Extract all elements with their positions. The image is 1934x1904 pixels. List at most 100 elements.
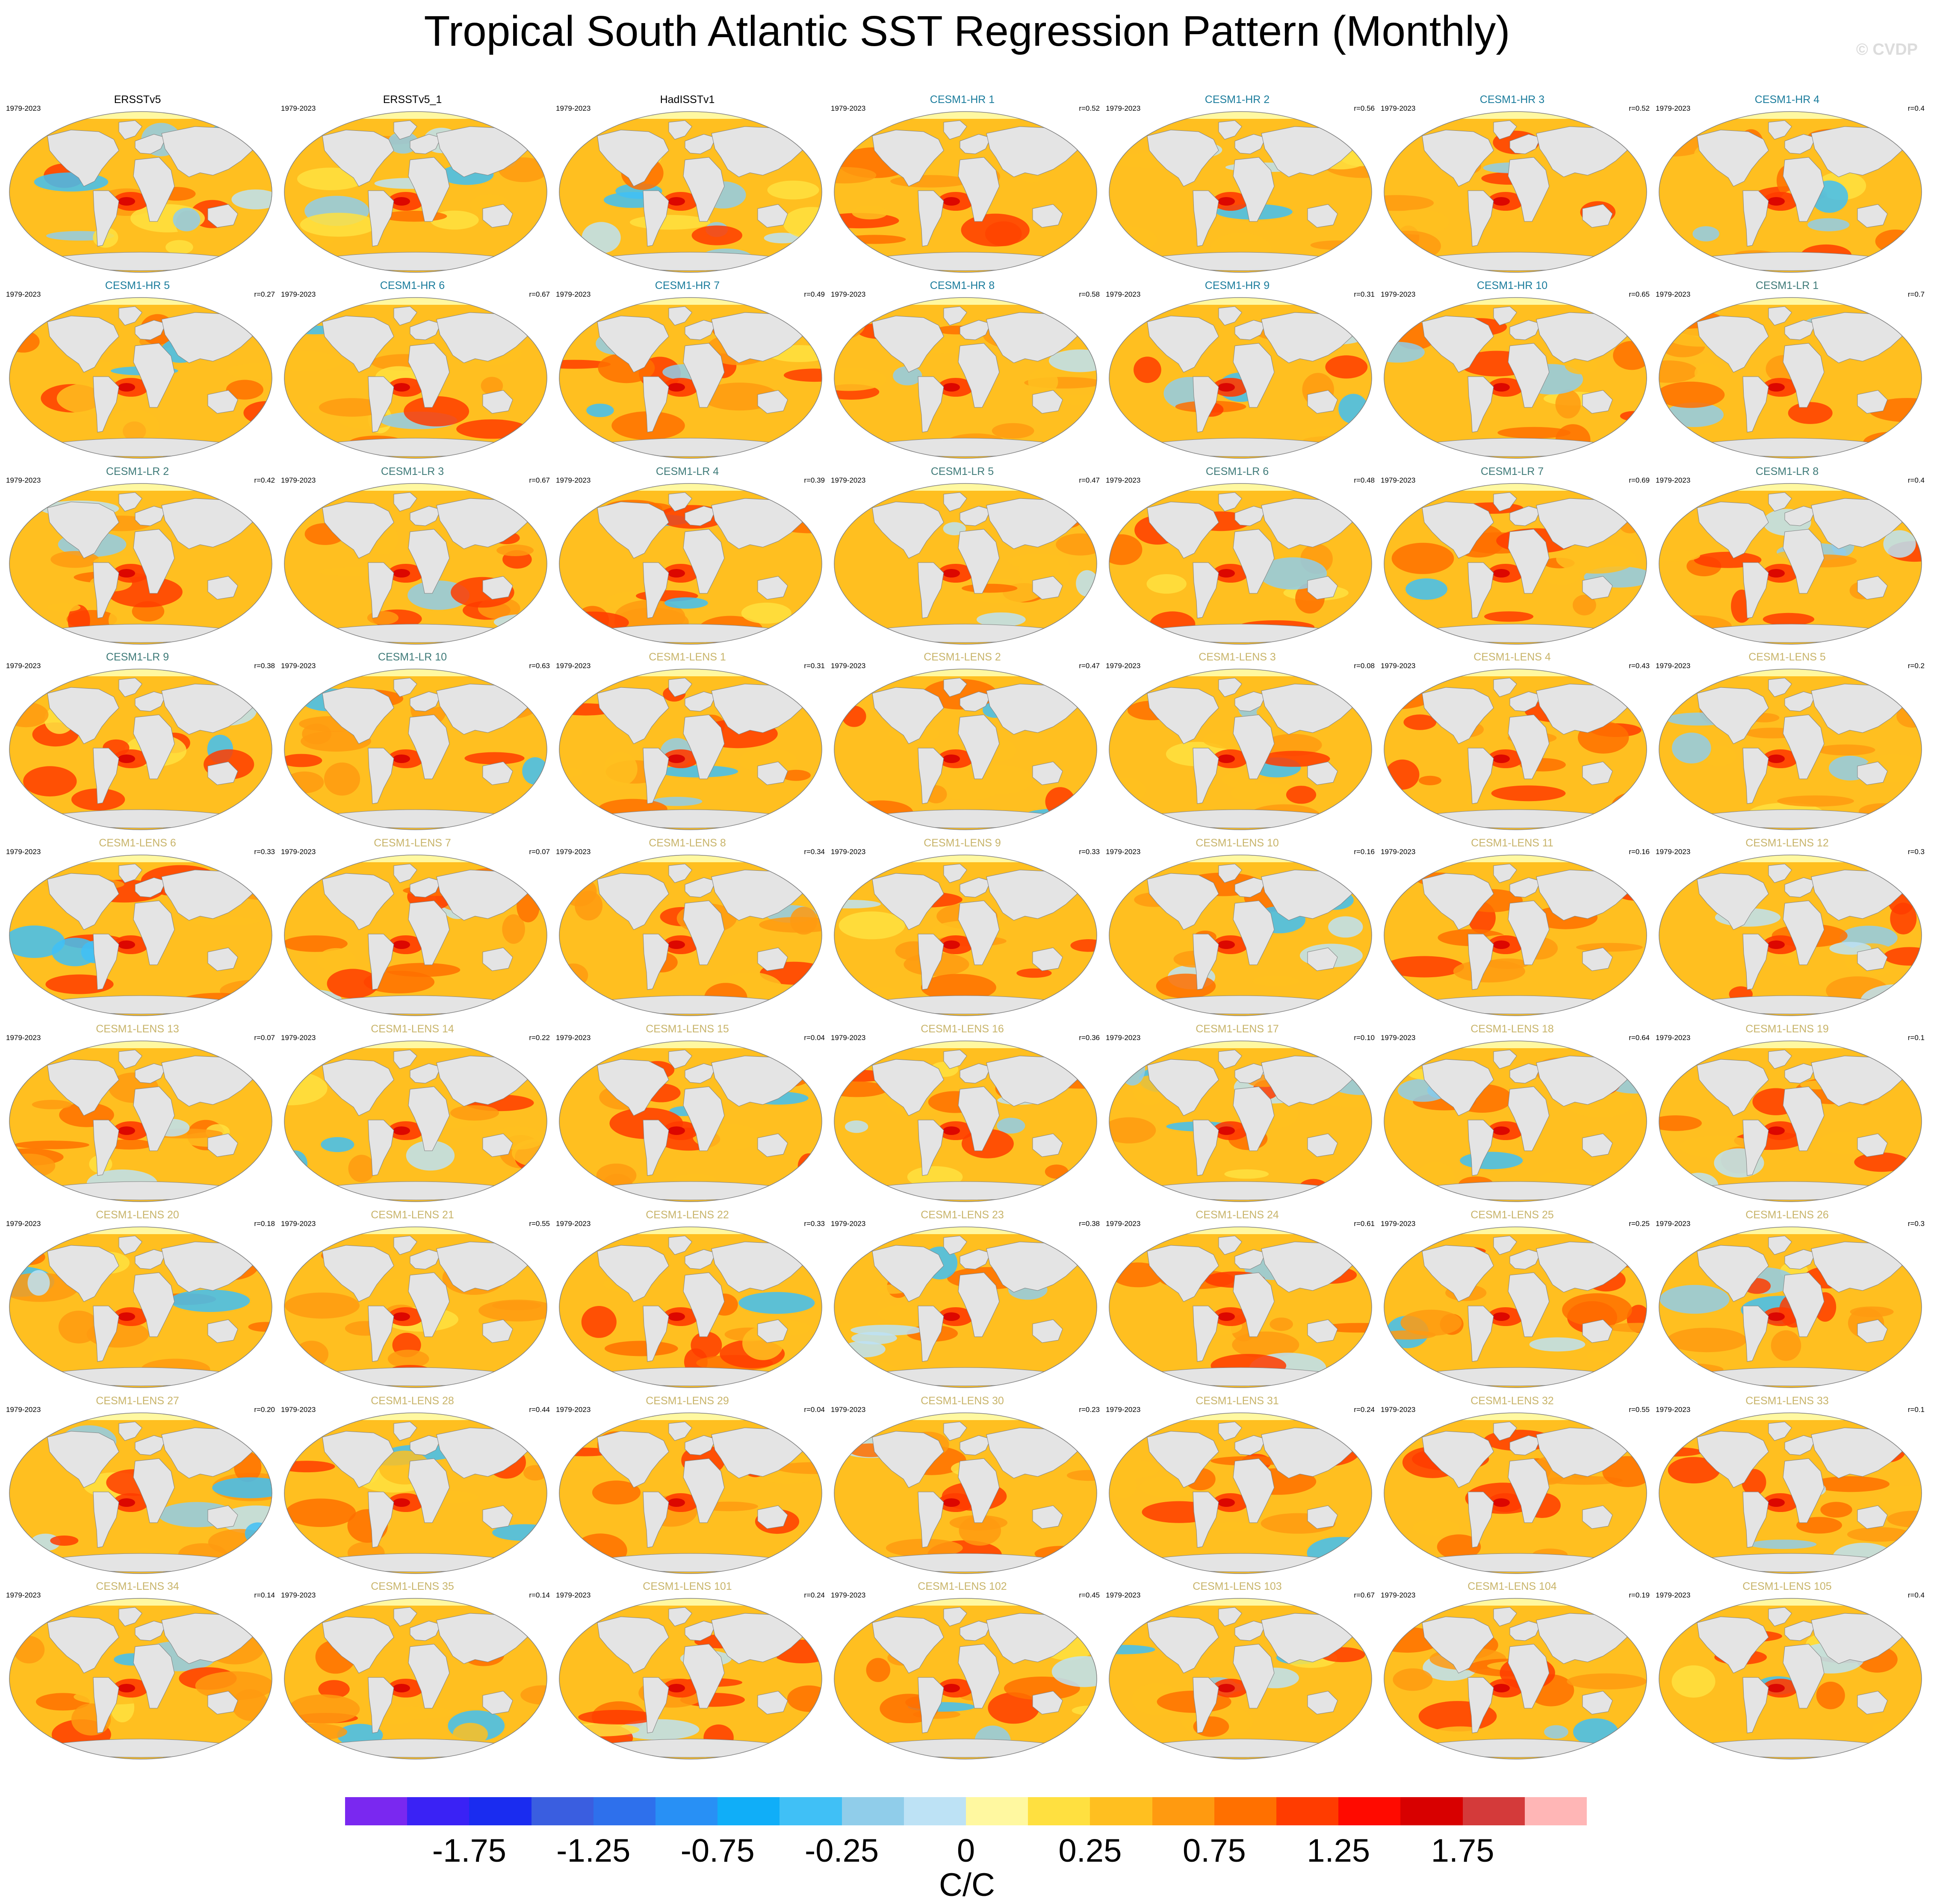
sst-regression-map [1109, 483, 1372, 645]
continent-greenland [1768, 864, 1792, 883]
robinson-map [832, 1411, 1100, 1576]
robinson-map [282, 109, 550, 274]
panel-pattern-correlation: r=0.08 [1354, 662, 1375, 670]
warm-anomaly-patch [1384, 195, 1434, 211]
continent-south-america [918, 1491, 944, 1548]
continent-greenland [943, 1607, 967, 1627]
map-panel: CESM1-HR 2 1979-2023 r=0.56 [1100, 93, 1375, 279]
continent-greenland [118, 1049, 142, 1069]
continent-australia [1032, 1505, 1063, 1529]
robinson-map [1107, 853, 1375, 1018]
panel-pattern-correlation: r=0.55 [529, 1219, 550, 1228]
panel-title: CESM1-LENS 35 [371, 1580, 454, 1593]
continent-greenland [118, 864, 142, 883]
robinson-map [282, 295, 550, 460]
sst-regression-map [1109, 1598, 1372, 1760]
warm-anomaly-patch [776, 1462, 822, 1474]
continent-australia [1582, 1691, 1613, 1715]
panel-title: CESM1-LENS 28 [371, 1394, 454, 1407]
warm-anomaly-patch [1668, 1456, 1720, 1483]
panel-period-label: 1979-2023 [6, 1219, 41, 1228]
sea-ice-region [284, 1041, 547, 1048]
continent-south-america [1742, 934, 1769, 990]
panel-title: CESM1-LR 2 [106, 465, 169, 477]
continent-greenland [1218, 1235, 1242, 1255]
map-panel: CESM1-HR 9 1979-2023 r=0.31 [1100, 279, 1375, 465]
continent-europe [1234, 320, 1266, 340]
continent-europe [685, 1063, 716, 1084]
warm-anomaly-patch [284, 1292, 360, 1319]
continent-south-america [1742, 1677, 1769, 1733]
continent-south-america [1193, 562, 1219, 619]
panel-title: CESM1-LR 8 [1755, 465, 1819, 477]
sea-ice-region [1659, 1041, 1922, 1048]
robinson-map [1382, 853, 1650, 1018]
robinson-map [1656, 1225, 1925, 1390]
continent-africa [958, 1644, 1000, 1709]
cool-anomaly-patch [9, 925, 65, 958]
warm-anomaly-patch [1555, 389, 1581, 419]
panel-pattern-correlation: r=0.14 [254, 1591, 275, 1600]
continent-australia [207, 1319, 238, 1343]
map-border [559, 855, 822, 1016]
map-panel: CESM1-HR 3 1979-2023 r=0.52 [1375, 93, 1650, 279]
continent-australia [1582, 1319, 1613, 1343]
warm-anomaly-patch [988, 1692, 1039, 1724]
continent-africa [683, 1086, 725, 1151]
panel-title: HadISSTv1 [660, 94, 715, 106]
continent-south-america [643, 748, 669, 804]
map-panel: CESM1-LENS 2 1979-2023 r=0.47 [825, 651, 1100, 837]
panel-pattern-correlation: r=0.7 [1907, 290, 1925, 298]
tropical-south-atlantic-peak [943, 569, 960, 578]
cool-anomaly-patch [1573, 1718, 1618, 1746]
panel-period-label: 1979-2023 [556, 1591, 591, 1600]
continent-north-america [1147, 1245, 1219, 1302]
panel-pattern-correlation: r=0.33 [804, 1219, 825, 1228]
warm-anomaly-patch [1613, 341, 1647, 370]
map-panel: CESM1-HR 6 1979-2023 r=0.67 [275, 279, 550, 465]
panel-period-label: 1979-2023 [1381, 1405, 1416, 1414]
sst-regression-map [1384, 111, 1647, 273]
continent-australia [207, 1691, 238, 1715]
map-panel: CESM1-HR 5 1979-2023 r=0.27 [0, 279, 275, 465]
continent-africa [1233, 157, 1275, 222]
warm-anomaly-patch [1004, 1677, 1080, 1701]
continent-north-america [872, 1616, 944, 1674]
panel-period-label: 1979-2023 [6, 662, 41, 670]
colorbar-tick-label: -0.75 [680, 1833, 755, 1869]
robinson-map [7, 109, 275, 274]
map-panel: CESM1-LENS 34 1979-2023 r=0.14 [0, 1580, 275, 1766]
continent-south-america [1467, 376, 1494, 433]
continent-greenland [393, 1421, 417, 1441]
colorbar-tick-label: 1.75 [1431, 1833, 1494, 1869]
continent-greenland [393, 1235, 417, 1255]
warm-anomaly-patch [1403, 714, 1437, 731]
sst-regression-map [1384, 1226, 1647, 1388]
continent-europe [960, 320, 991, 340]
continent-europe [960, 1621, 991, 1641]
continent-africa [1783, 157, 1825, 222]
continent-africa [408, 529, 450, 594]
map-panel: CESM1-LENS 24 1979-2023 r=0.61 [1100, 1208, 1375, 1394]
sea-ice-region [284, 1226, 547, 1234]
map-panel: CESM1-LENS 22 1979-2023 r=0.33 [550, 1208, 825, 1394]
continent-greenland [943, 1235, 967, 1255]
tropical-south-atlantic-peak [393, 940, 410, 949]
continent-africa [408, 1644, 450, 1709]
map-panel: CESM1-LENS 10 1979-2023 r=0.16 [1100, 837, 1375, 1023]
robinson-map [557, 1411, 825, 1576]
panel-title: CESM1-LENS 3 [1199, 651, 1276, 663]
sea-ice-region [1659, 855, 1922, 863]
panel-title: CESM1-LENS 18 [1470, 1023, 1554, 1035]
continent-north-america [597, 501, 669, 559]
warm-anomaly-patch [1484, 611, 1534, 622]
panel-pattern-correlation: r=0.04 [804, 1034, 825, 1042]
continent-north-america [1697, 1431, 1769, 1488]
sea-ice-region [9, 297, 272, 305]
sea-ice-region [9, 669, 272, 677]
panel-pattern-correlation: r=0.38 [1079, 1219, 1100, 1228]
warm-anomaly-patch [1659, 360, 1698, 383]
tropical-south-atlantic-peak [1493, 1498, 1510, 1507]
robinson-map [557, 295, 825, 460]
continent-australia [757, 761, 788, 785]
